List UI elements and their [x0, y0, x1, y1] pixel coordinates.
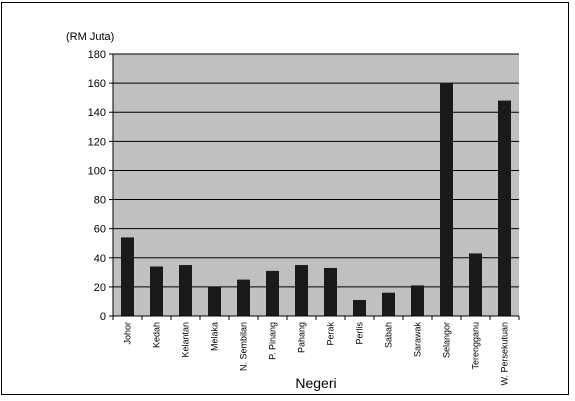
x-tick-label: Kedah	[152, 322, 162, 348]
y-tick-label: 160	[88, 78, 106, 90]
x-tick-label: Johor	[123, 322, 133, 345]
chart-frame: 0 20 40 60 80 100 120 140 160 180 Johor Kedah Kelant…	[1, 2, 569, 395]
x-tick-label: Perak	[326, 322, 336, 346]
y-tick-label: 60	[94, 224, 106, 236]
y-tick-label: 180	[88, 49, 106, 61]
bar-8	[353, 299, 366, 316]
y-tick-label: 120	[88, 136, 106, 148]
bar-11	[440, 83, 453, 316]
y-unit-label: (RM Juta)	[66, 31, 114, 43]
bar-12	[469, 253, 482, 316]
x-axis-label: Negeri	[295, 375, 336, 391]
y-tick-label: 20	[94, 282, 106, 294]
x-tick-label: N. Sembilan	[239, 322, 249, 371]
x-tick-label: Melaka	[210, 322, 220, 351]
bar-2	[179, 265, 192, 316]
bar-10	[411, 285, 424, 316]
x-tick-label: W. Persekutuan	[500, 322, 510, 386]
x-tick-label: Kelantan	[181, 322, 191, 358]
bar-chart: 0 20 40 60 80 100 120 140 160 180 Johor Kedah Kelant…	[66, 31, 520, 391]
x-tick-label: Sabah	[384, 322, 394, 348]
y-tick-label: 100	[88, 165, 106, 177]
y-tick-label: 80	[94, 195, 106, 207]
x-tick-label: Perlis	[355, 322, 365, 345]
bar-9	[382, 292, 395, 316]
x-tick-label: P. Pinang	[268, 322, 278, 360]
y-tick-label: 0	[100, 311, 106, 323]
bar-1	[150, 266, 163, 316]
bar-5	[266, 270, 279, 316]
y-tick-label: 40	[94, 253, 106, 265]
x-tick-label: Pahang	[297, 322, 307, 353]
x-tick-label: Sarawak	[413, 322, 423, 358]
bar-4	[237, 279, 250, 316]
x-tick-label: Terengganu	[471, 322, 481, 370]
bar-7	[324, 267, 337, 316]
bar-3	[208, 286, 221, 316]
bar-6	[295, 265, 308, 316]
bar-13	[498, 100, 511, 316]
bar-0	[121, 237, 134, 316]
plot-area	[113, 54, 519, 316]
y-tick-label: 140	[88, 107, 106, 119]
x-tick-label: Selangor	[442, 322, 452, 358]
